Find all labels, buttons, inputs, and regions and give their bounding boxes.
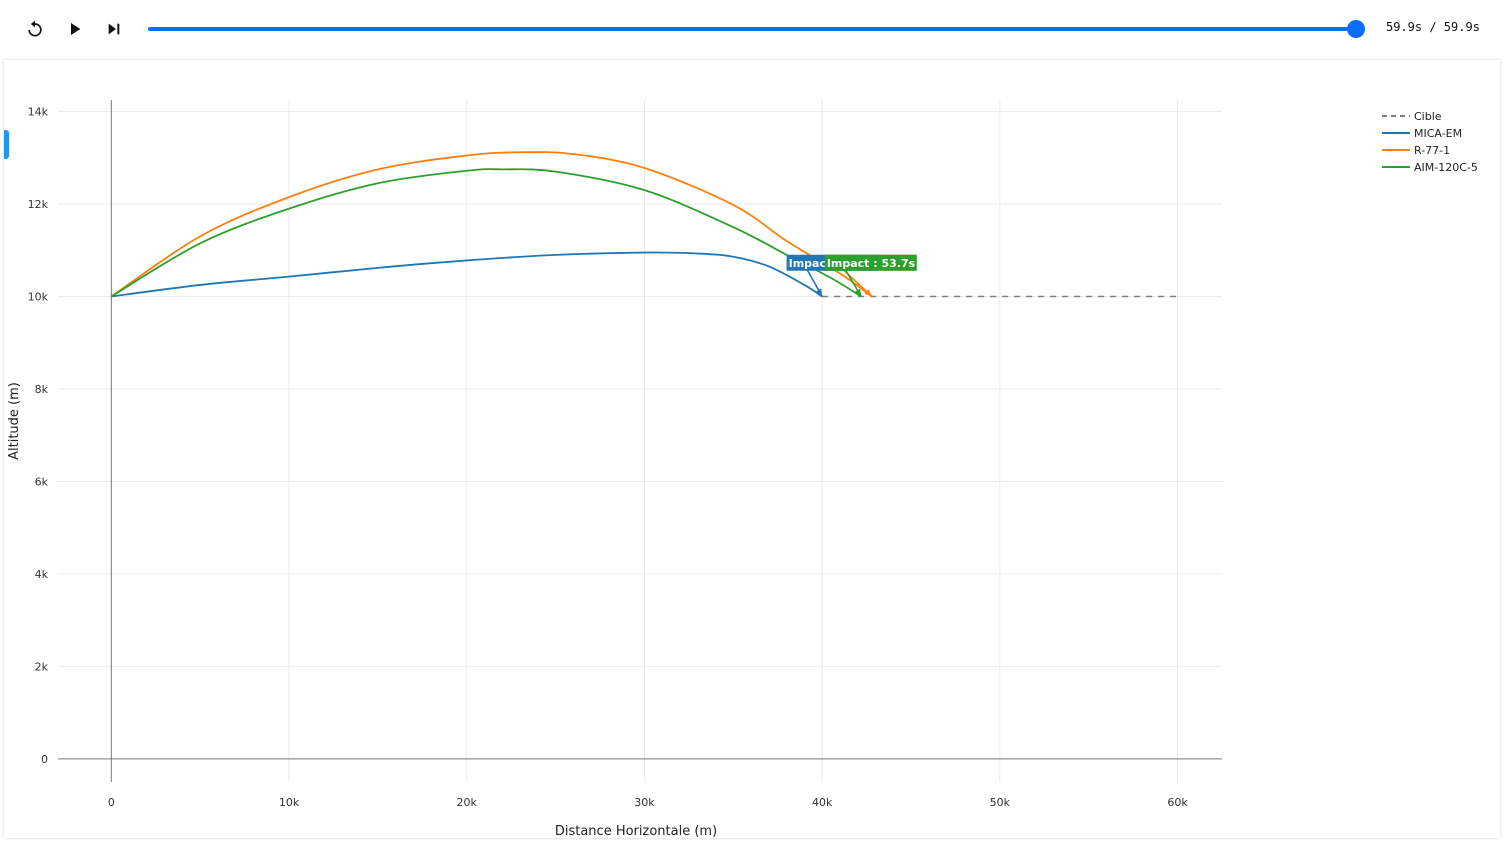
play-button[interactable] xyxy=(62,16,88,42)
legend-item[interactable]: AIM-120C-5 xyxy=(1382,161,1478,174)
series-line-r-77-1 xyxy=(111,152,872,296)
skip-to-end-icon xyxy=(106,21,122,37)
replay-icon xyxy=(25,19,45,39)
timeline-thumb[interactable] xyxy=(1347,20,1365,38)
y-axis-title: Altitude (m) xyxy=(7,382,22,460)
legend-item[interactable]: MICA-EM xyxy=(1382,127,1462,140)
legend-item[interactable]: R-77-1 xyxy=(1382,144,1450,157)
time-readout: 59.9s / 59.9s xyxy=(1386,20,1480,34)
x-tick-label: 50k xyxy=(990,796,1011,809)
skip-to-end-button[interactable] xyxy=(101,16,127,42)
x-tick-label: 60k xyxy=(1167,796,1188,809)
impact-annotation: Impact : 53.7s xyxy=(825,255,917,297)
x-tick-label: 30k xyxy=(634,796,655,809)
play-icon xyxy=(67,21,83,37)
x-tick-label: 40k xyxy=(812,796,833,809)
grid xyxy=(58,100,1222,782)
x-tick-label: 0 xyxy=(108,796,115,809)
timeline-progress xyxy=(148,27,1356,31)
replay-button[interactable] xyxy=(22,16,48,42)
x-tick-label: 20k xyxy=(457,796,478,809)
timeline-slider[interactable] xyxy=(148,27,1356,31)
y-tick-label: 8k xyxy=(35,383,49,396)
series-line-aim-120c-5 xyxy=(111,169,861,296)
y-tick-label: 2k xyxy=(35,660,49,673)
axes: 0 10k 20k 30k 40k 50k 60k 0 2k 4k 6k 8k 10k 12k 14k xyxy=(28,100,1222,809)
x-tick-label: 10k xyxy=(279,796,300,809)
trajectory-chart: 0 10k 20k 30k 40k 50k 60k 0 2k 4k 6k 8k 10k 12k 14k Im… xyxy=(4,60,1500,838)
y-tick-label: 6k xyxy=(35,475,49,488)
y-tick-label: 4k xyxy=(35,568,49,581)
legend-item[interactable]: Cible xyxy=(1382,110,1442,123)
y-tick-label: 10k xyxy=(28,291,49,304)
y-tick-label: 12k xyxy=(28,198,49,211)
legend-label: R-77-1 xyxy=(1414,144,1450,157)
annotation-label: Impact : 53.7s xyxy=(827,257,916,270)
x-axis-title: Distance Horizontale (m) xyxy=(555,824,717,838)
y-tick-label: 0 xyxy=(41,753,48,766)
legend-label: Cible xyxy=(1414,110,1442,123)
legend[interactable]: Cible MICA-EM R-77-1 AIM-120C-5 xyxy=(1382,110,1478,174)
chart-panel: 0 10k 20k 30k 40k 50k 60k 0 2k 4k 6k 8k 10k 12k 14k Im… xyxy=(4,60,1500,838)
playback-toolbar: 59.9s / 59.9s xyxy=(0,0,1512,58)
y-tick-label: 14k xyxy=(28,106,49,119)
legend-label: AIM-120C-5 xyxy=(1414,161,1478,174)
legend-label: MICA-EM xyxy=(1414,127,1462,140)
